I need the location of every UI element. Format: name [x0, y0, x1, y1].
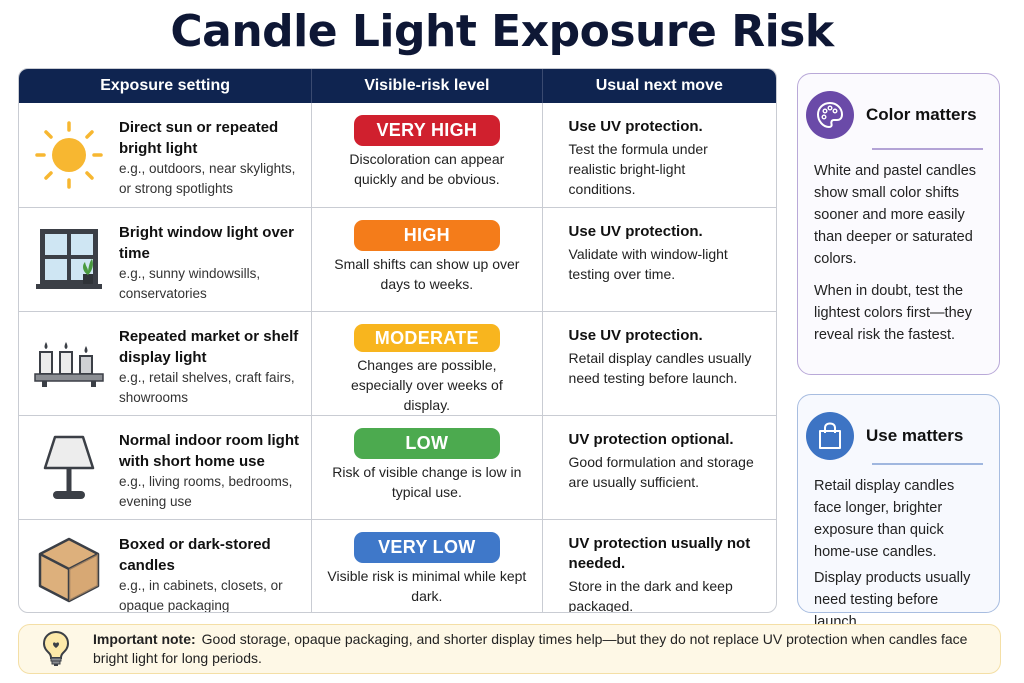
window-icon: [19, 208, 119, 311]
divider: [872, 148, 983, 150]
risk-description: Visible risk is minimal while kept dark.: [327, 568, 527, 604]
risk-badge-very-low: VERY LOW: [353, 532, 500, 563]
table-row: Direct sun or repeated bright light e.g.…: [19, 103, 776, 207]
setting-name: Repeated market or shelf display light: [119, 328, 299, 366]
setting-name: Direct sun or repeated bright light: [119, 119, 279, 157]
table-row: Boxed or dark-stored candles e.g., in ca…: [19, 519, 776, 613]
candles-shelf-icon: [19, 312, 119, 415]
important-note: Important note: Good storage, opaque pack…: [18, 624, 1001, 674]
page-title: Candle Light Exposure Risk: [170, 6, 834, 57]
exposure-risk-table: Exposure setting Visible-risk level Usua…: [18, 68, 777, 613]
table-header: Exposure setting Visible-risk level Usua…: [19, 69, 776, 103]
lamp-icon: [19, 416, 119, 519]
risk-description: Small shifts can show up over days to we…: [334, 256, 520, 292]
move-body: Good formulation and storage are usually…: [568, 454, 754, 490]
setting-name: Bright window light over time: [119, 224, 294, 262]
lightbulb-icon: [19, 630, 93, 668]
card-text: Display products usually need testing be…: [814, 570, 971, 630]
move-heading: UV protection usually not needed.: [568, 535, 751, 572]
table-row: Bright window light over time e.g., sunn…: [19, 207, 776, 311]
card-text: Retail display candles face longer, brig…: [814, 478, 955, 560]
setting-examples: e.g., outdoors, near skylights, or stron…: [119, 161, 296, 196]
setting-name: Normal indoor room light with short home…: [119, 432, 299, 470]
card-title: Use matters: [866, 426, 964, 445]
risk-badge-very-high: VERY HIGH: [353, 115, 500, 146]
risk-description: Discoloration can appear quickly and be …: [349, 151, 505, 187]
color-matters-card: Color matters White and pastel candles s…: [797, 73, 1000, 375]
move-body: Retail display candles usually need test…: [568, 350, 752, 386]
card-title: Color matters: [866, 105, 977, 124]
palette-icon: [806, 91, 854, 139]
note-label: Important note:: [93, 631, 196, 647]
table-row: Normal indoor room light with short home…: [19, 415, 776, 519]
note-text: Good storage, opaque packaging, and shor…: [93, 631, 968, 666]
divider: [872, 463, 983, 465]
column-header-next-move: Usual next move: [595, 77, 723, 94]
table-row: Repeated market or shelf display light e…: [19, 311, 776, 415]
move-heading: Use UV protection.: [568, 223, 703, 240]
risk-badge-moderate: MODERATE: [353, 324, 500, 352]
move-heading: Use UV protection.: [568, 118, 703, 135]
box-icon: [19, 520, 119, 612]
risk-badge-low: LOW: [353, 428, 500, 459]
risk-description: Risk of visible change is low in typical…: [332, 464, 522, 500]
sun-icon: [19, 103, 119, 207]
setting-examples: e.g., retail shelves, craft fairs, showr…: [119, 370, 295, 405]
card-text: White and pastel candles show small colo…: [814, 163, 977, 267]
setting-examples: e.g., in cabinets, closets, or opaque pa…: [119, 578, 283, 613]
use-matters-card: Use matters Retail display candles face …: [797, 394, 1000, 630]
column-header-risk-level: Visible-risk level: [312, 69, 543, 103]
move-heading: UV protection optional.: [568, 431, 734, 448]
move-body: Store in the dark and keep packaged.: [568, 578, 733, 613]
column-header-exposure-setting: Exposure setting: [19, 69, 313, 103]
shopping-bag-icon: [806, 412, 854, 460]
setting-examples: e.g., sunny windowsills, conservatories: [119, 266, 261, 301]
card-text: When in doubt, test the lightest colors …: [814, 283, 972, 343]
risk-badge-high: HIGH: [353, 220, 500, 251]
move-body: Validate with window-light testing over …: [568, 246, 728, 282]
setting-name: Boxed or dark-stored candles: [119, 536, 271, 574]
setting-examples: e.g., living rooms, bedrooms, evening us…: [119, 474, 293, 509]
move-body: Test the formula under realistic bright-…: [568, 141, 708, 197]
move-heading: Use UV protection.: [568, 327, 703, 344]
risk-description: Changes are possible, especially over we…: [350, 357, 503, 413]
